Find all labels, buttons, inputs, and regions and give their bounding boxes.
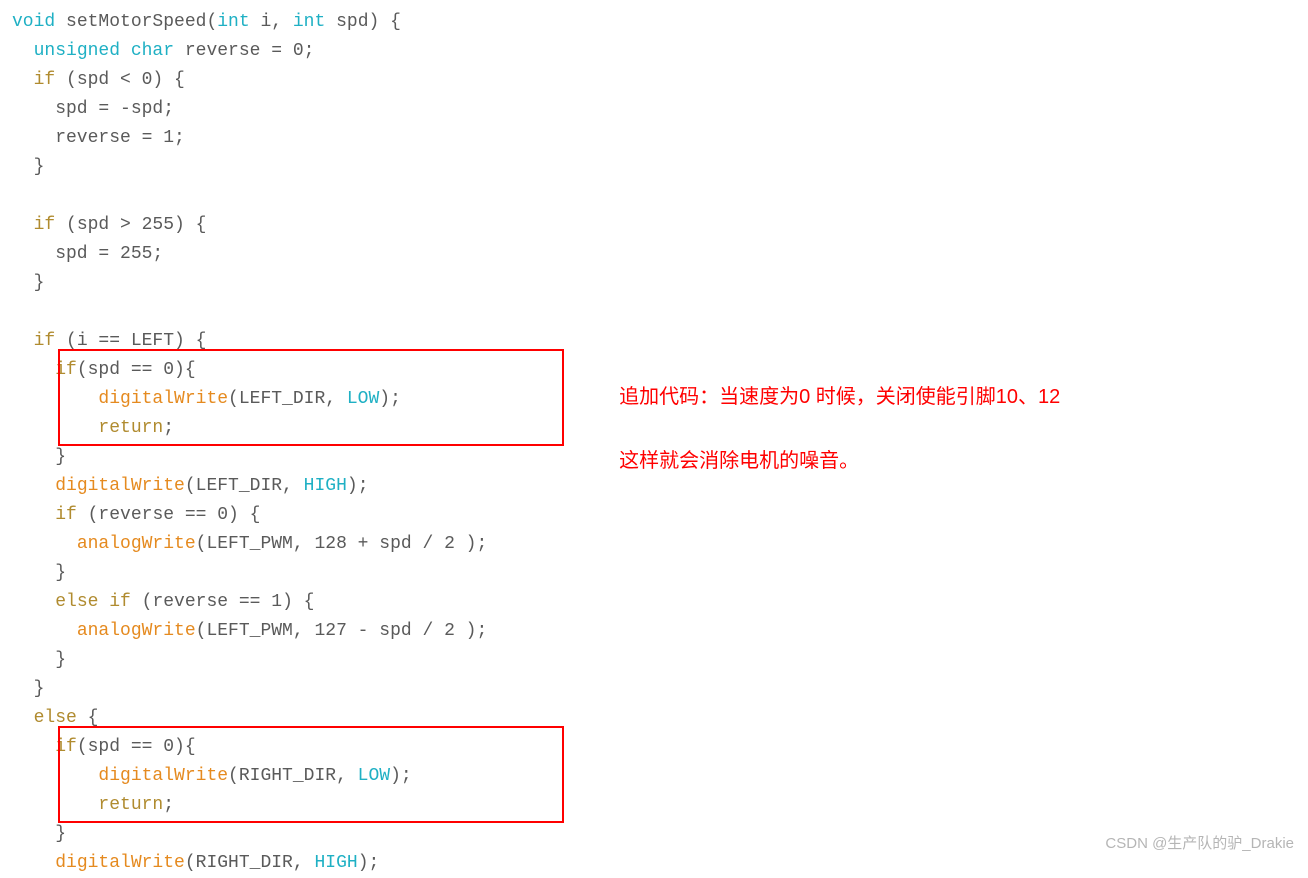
code-token: digitalWrite <box>55 853 185 873</box>
code-token <box>12 331 34 351</box>
code-token <box>12 708 34 728</box>
code-token: ); <box>390 766 412 786</box>
code-token: } <box>12 157 44 177</box>
code-token <box>12 360 55 380</box>
code-token: ; <box>163 418 174 438</box>
code-token: } <box>12 447 66 467</box>
code-token: if <box>55 505 77 525</box>
code-token: reverse = 0; <box>185 41 315 61</box>
code-token <box>12 534 77 554</box>
code-token: int <box>293 12 336 32</box>
code-token: else <box>34 708 77 728</box>
code-token: if <box>55 360 77 380</box>
code-token: if <box>34 331 56 351</box>
code-token: { <box>77 708 99 728</box>
code-token <box>12 737 55 757</box>
code-token <box>12 41 34 61</box>
code-token: } <box>12 679 44 699</box>
code-token: digitalWrite <box>55 476 185 496</box>
annotation-line-2: 这样就会消除电机的噪音。 <box>619 450 859 472</box>
code-token: setMotorSpeed( <box>66 12 217 32</box>
code-token: reverse = 1; <box>12 128 185 148</box>
code-token: (spd == 0){ <box>77 737 196 757</box>
code-token: } <box>12 273 44 293</box>
code-token: (reverse == 0) { <box>77 505 261 525</box>
code-token: unsigned char <box>34 41 185 61</box>
code-token: HIGH <box>314 853 357 873</box>
code-token: LOW <box>347 389 379 409</box>
code-token: } <box>12 650 66 670</box>
code-token: if <box>55 737 77 757</box>
code-token <box>12 476 55 496</box>
code-token: i, <box>260 12 292 32</box>
code-token: spd = -spd; <box>12 99 174 119</box>
code-token: else if <box>55 592 131 612</box>
code-token <box>12 505 55 525</box>
code-token: analogWrite <box>77 621 196 641</box>
code-token: ); <box>358 853 380 873</box>
code-token <box>12 853 55 873</box>
code-token: (RIGHT_DIR, <box>228 766 358 786</box>
code-token: LOW <box>358 766 390 786</box>
code-token <box>12 418 98 438</box>
code-token: if <box>34 215 56 235</box>
code-token: return <box>98 795 163 815</box>
code-token: return <box>98 418 163 438</box>
code-token: (LEFT_DIR, <box>185 476 304 496</box>
code-token: (i == LEFT) { <box>55 331 206 351</box>
code-token: spd) { <box>336 12 401 32</box>
code-token: (RIGHT_DIR, <box>185 853 315 873</box>
code-token <box>12 621 77 641</box>
code-token <box>12 215 34 235</box>
code-token: HIGH <box>304 476 347 496</box>
code-token: (LEFT_PWM, 127 - spd / 2 ); <box>196 621 488 641</box>
annotation-text: 追加代码：当速度为0 时候，关闭使能引脚10、12 这样就会消除电机的噪音。 <box>608 349 1060 477</box>
annotation-line-1: 追加代码：当速度为0 时候，关闭使能引脚10、12 <box>619 386 1060 408</box>
code-token: ); <box>379 389 401 409</box>
code-token: (spd > 255) { <box>55 215 206 235</box>
code-token <box>12 766 98 786</box>
code-token: if <box>34 70 56 90</box>
code-token: void <box>12 12 66 32</box>
code-token: (spd == 0){ <box>77 360 196 380</box>
code-token <box>12 592 55 612</box>
code-token: digitalWrite <box>98 766 228 786</box>
code-token: } <box>12 563 66 583</box>
code-token <box>12 389 98 409</box>
code-token: } <box>12 824 66 844</box>
code-token: ; <box>163 795 174 815</box>
code-token: spd = 255; <box>12 244 163 264</box>
code-token: (spd < 0) { <box>55 70 185 90</box>
code-token <box>12 795 98 815</box>
code-token: int <box>217 12 260 32</box>
code-token: ); <box>347 476 369 496</box>
watermark: CSDN @生产队的驴_Drakie <box>1105 829 1294 858</box>
code-token: analogWrite <box>77 534 196 554</box>
code-token: (reverse == 1) { <box>131 592 315 612</box>
code-token: (LEFT_DIR, <box>228 389 347 409</box>
code-token: digitalWrite <box>98 389 228 409</box>
code-token <box>12 70 34 90</box>
code-token: (LEFT_PWM, 128 + spd / 2 ); <box>196 534 488 554</box>
